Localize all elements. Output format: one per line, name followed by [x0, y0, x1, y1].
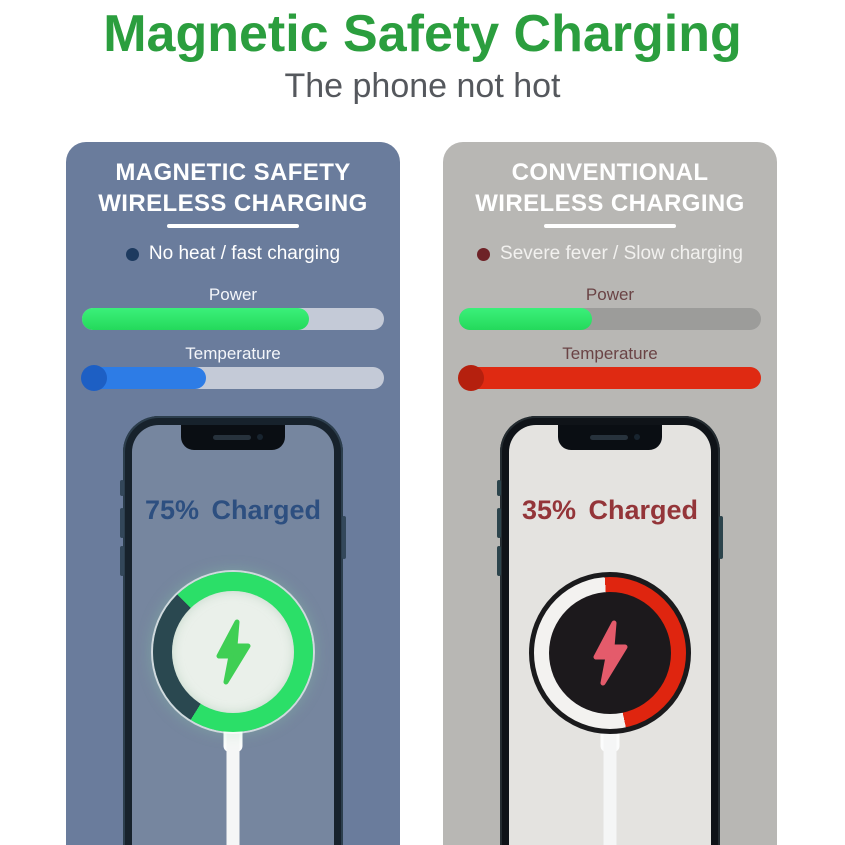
- power-bar: [459, 308, 761, 331]
- charge-status-text: 35% Charged: [521, 495, 699, 526]
- power-button: [342, 516, 346, 560]
- panel-title-line1: MAGNETIC SAFETY: [115, 159, 351, 186]
- title-underline: [544, 224, 676, 229]
- charger-puck-core: [549, 592, 671, 715]
- magsafe-charger-puck: [153, 572, 313, 733]
- camera-dot: [634, 434, 640, 441]
- phone-notch: [181, 425, 285, 451]
- charge-status-text: 75% Charged: [144, 495, 322, 526]
- bar-knob: [81, 365, 107, 392]
- mute-switch: [497, 480, 501, 497]
- panel-title-line1: CONVENTIONAL: [511, 159, 709, 186]
- lightning-bolt-icon: [593, 620, 628, 686]
- conventional-charger-puck: [529, 572, 691, 735]
- camera-dot: [257, 434, 263, 441]
- temperature-bar: [458, 365, 761, 392]
- feature-bullet: No heat / fast charging: [66, 243, 400, 265]
- panel-title-line2: WIRELESS CHARGING: [475, 189, 745, 217]
- power-button: [719, 516, 723, 560]
- charging-cable: [226, 725, 240, 845]
- temperature-bar-fill: [81, 365, 206, 392]
- phone-screen: 35% Charged: [509, 425, 711, 845]
- temperature-bar-fill: [458, 365, 761, 392]
- panel-magnetic-charging: MAGNETIC SAFETY WIRELESS CHARGING No hea…: [66, 142, 400, 845]
- feature-bullet: Severe fever / Slow charging: [443, 243, 777, 265]
- volume-up-button: [120, 508, 124, 539]
- bullet-dot-icon: [125, 247, 139, 261]
- temperature-label: Temperature: [185, 344, 281, 364]
- volume-up-button: [497, 508, 501, 539]
- phone-mockup-magnetic: 75% Charged: [120, 416, 346, 845]
- phone-mockup-conventional: 35% Charged: [497, 416, 723, 845]
- panel-title: CONVENTIONAL WIRELESS CHARGING: [449, 158, 771, 219]
- temperature-bar: [81, 365, 384, 392]
- page-subtitle: The phone not hot: [284, 67, 561, 106]
- panel-title: MAGNETIC SAFETY WIRELESS CHARGING: [72, 158, 394, 219]
- power-bar-fill: [459, 308, 592, 331]
- phone-screen: 75% Charged: [132, 425, 334, 845]
- charger-puck-core: [172, 591, 294, 714]
- page-title: Magnetic Safety Charging: [103, 5, 742, 63]
- phone-notch: [558, 425, 662, 451]
- bullet-dot-icon: [477, 247, 491, 261]
- title-underline: [167, 224, 299, 229]
- bullet-text: No heat / fast charging: [148, 243, 341, 265]
- temperature-label: Temperature: [562, 344, 658, 364]
- power-label: Power: [585, 285, 635, 305]
- charging-cable: [603, 725, 617, 845]
- power-bar-fill: [82, 308, 309, 331]
- bar-knob: [458, 365, 484, 392]
- power-bar: [82, 308, 384, 331]
- bullet-text: Severe fever / Slow charging: [500, 243, 743, 265]
- panel-conventional-charging: CONVENTIONAL WIRELESS CHARGING Severe fe…: [443, 142, 777, 845]
- speaker-grille: [590, 435, 628, 441]
- speaker-grille: [213, 435, 251, 441]
- volume-down-button: [120, 546, 124, 577]
- power-label: Power: [208, 285, 258, 305]
- volume-down-button: [497, 546, 501, 577]
- panel-title-line2: WIRELESS CHARGING: [98, 189, 368, 217]
- mute-switch: [120, 480, 124, 497]
- lightning-bolt-icon: [216, 619, 251, 685]
